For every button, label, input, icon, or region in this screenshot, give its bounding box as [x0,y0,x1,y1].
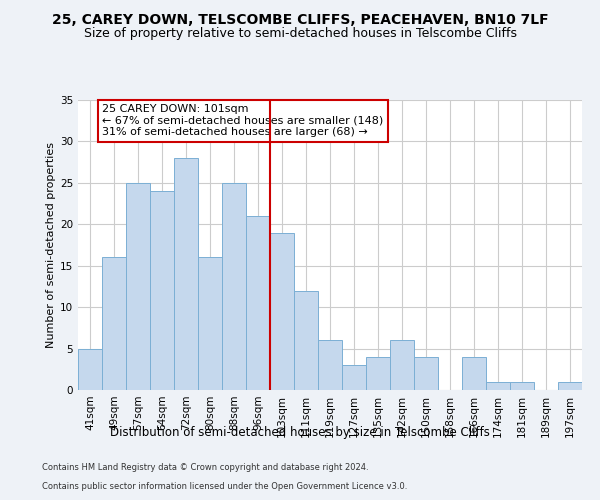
Bar [270,232,294,390]
Text: 25, CAREY DOWN, TELSCOMBE CLIFFS, PEACEHAVEN, BN10 7LF: 25, CAREY DOWN, TELSCOMBE CLIFFS, PEACEH… [52,12,548,26]
Bar [318,340,342,390]
Bar [462,357,486,390]
Bar [510,382,534,390]
Bar [558,382,582,390]
Bar [246,216,270,390]
Y-axis label: Number of semi-detached properties: Number of semi-detached properties [46,142,56,348]
Text: Distribution of semi-detached houses by size in Telscombe Cliffs: Distribution of semi-detached houses by … [110,426,490,439]
Bar [342,365,366,390]
Bar [102,258,126,390]
Text: Contains public sector information licensed under the Open Government Licence v3: Contains public sector information licen… [42,482,407,491]
Text: Contains HM Land Registry data © Crown copyright and database right 2024.: Contains HM Land Registry data © Crown c… [42,464,368,472]
Bar [366,357,390,390]
Text: 25 CAREY DOWN: 101sqm
← 67% of semi-detached houses are smaller (148)
31% of sem: 25 CAREY DOWN: 101sqm ← 67% of semi-deta… [102,104,383,138]
Text: Size of property relative to semi-detached houses in Telscombe Cliffs: Size of property relative to semi-detach… [83,28,517,40]
Bar [174,158,198,390]
Bar [414,357,438,390]
Bar [390,340,414,390]
Bar [198,258,222,390]
Bar [294,290,318,390]
Bar [78,348,102,390]
Bar [486,382,510,390]
Bar [222,183,246,390]
Bar [126,183,150,390]
Bar [150,191,174,390]
